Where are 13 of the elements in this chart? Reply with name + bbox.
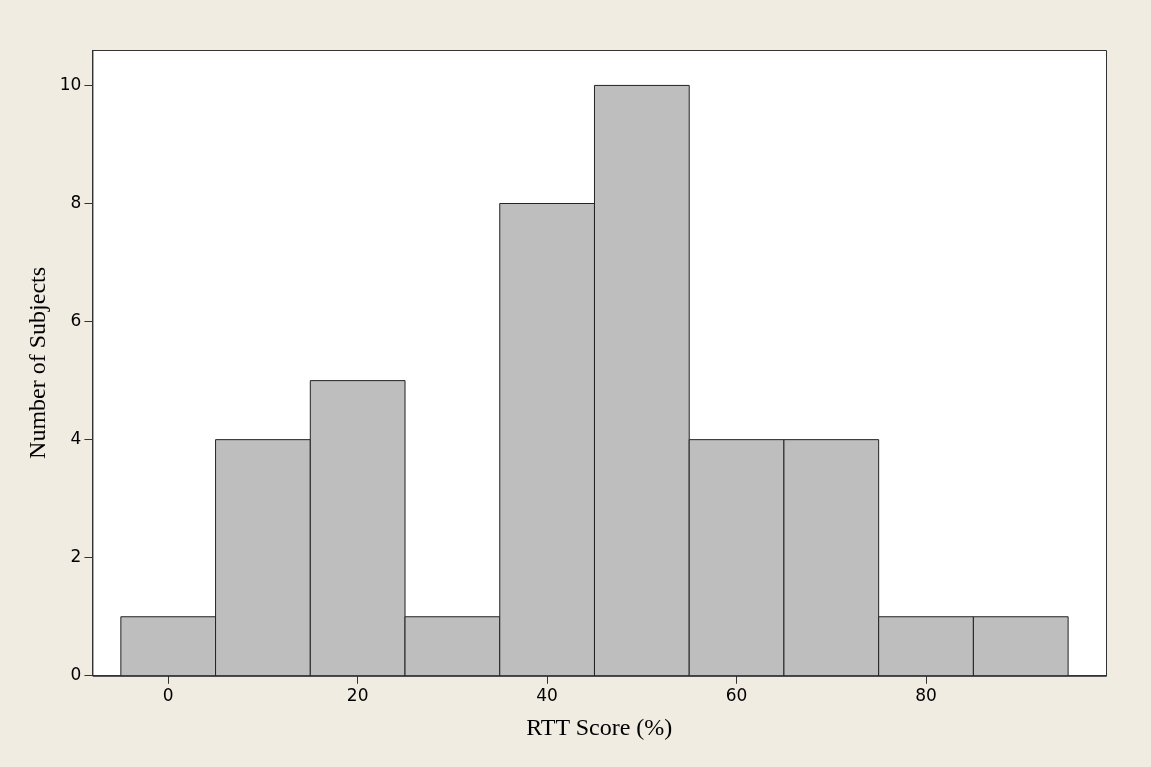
x-tick-label: 0 [162, 685, 174, 706]
x-tick-label: 40 [536, 685, 558, 706]
x-tick-label: 20 [346, 685, 369, 706]
y-tick-label: 0 [70, 664, 82, 685]
y-tick-label: 4 [70, 428, 82, 449]
x-tick-label: 60 [725, 685, 748, 706]
y-tick-label: 6 [70, 310, 82, 330]
x-tick-label: 80 [915, 685, 937, 706]
y-tick-label: 10 [59, 73, 82, 94]
x-axis-title: RTT Score (%) [526, 713, 673, 740]
y-axis-title: Number of Subjects [23, 266, 50, 459]
y-tick-label: 2 [70, 546, 82, 567]
y-tick-label: 8 [70, 191, 82, 212]
